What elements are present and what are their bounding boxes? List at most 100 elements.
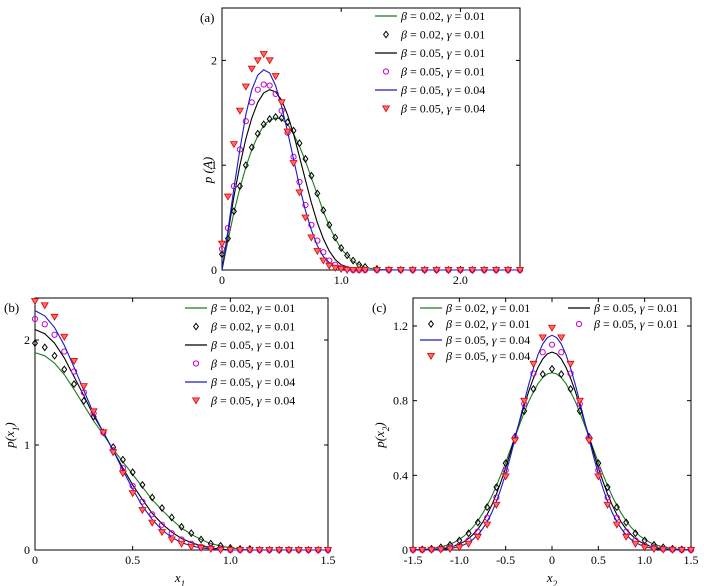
data-point-5	[455, 544, 464, 552]
series-line-0	[221, 117, 520, 271]
legend-label: β = 0.02, γ = 0.01	[400, 9, 485, 23]
x-tick-label: 1.5	[684, 553, 699, 567]
data-point-5	[492, 267, 501, 274]
data-point-1	[548, 364, 556, 373]
data-point-3	[308, 221, 315, 229]
data-point-5	[118, 470, 127, 478]
data-point-1	[61, 365, 68, 374]
data-point-3	[168, 530, 175, 537]
data-point-1	[604, 483, 611, 492]
data-point-5	[436, 546, 445, 554]
panel-b-xlabel: x1	[174, 570, 185, 586]
data-point-5	[229, 141, 239, 149]
x-tick-label: 0	[219, 273, 225, 287]
data-point-1	[41, 343, 48, 352]
data-point-5	[295, 189, 304, 197]
data-point-5	[216, 547, 225, 554]
data-point-1	[242, 161, 249, 170]
data-point-5	[343, 267, 352, 274]
series-line-4	[221, 69, 520, 271]
data-point-1	[260, 120, 267, 129]
data-point-3	[248, 99, 255, 106]
legend-label: β = 0.02, γ = 0.01	[445, 317, 530, 331]
x-tick-label: 1.0	[637, 553, 652, 567]
data-point-1	[296, 139, 303, 148]
data-point-1	[139, 480, 146, 489]
data-point-3	[31, 315, 39, 323]
data-point-1	[613, 503, 620, 512]
data-point-3	[266, 82, 273, 89]
panel-c-xlabel: x2	[546, 570, 558, 586]
data-point-5	[223, 193, 233, 201]
data-point-5	[277, 99, 286, 107]
legend-label: β = 0.05, γ = 0.01	[400, 46, 485, 60]
data-point-5	[612, 521, 621, 529]
data-point-3	[41, 321, 48, 328]
legend-label: β = 0.05, γ = 0.04	[210, 375, 295, 389]
data-point-5	[420, 267, 429, 274]
data-point-3	[613, 514, 620, 521]
panel-b-ticks: 0 0.5 1.0 1.5 0 1 2	[24, 298, 336, 567]
data-point-1	[623, 518, 630, 527]
data-point-1	[230, 207, 237, 216]
data-point-5	[304, 547, 313, 554]
data-point-5	[307, 234, 316, 242]
data-point-1	[338, 243, 345, 253]
data-point-1	[149, 493, 156, 502]
legend-label: β = 0.05, γ = 0.01	[593, 301, 678, 315]
data-point-3	[539, 349, 546, 356]
data-point-5	[69, 358, 79, 365]
data-point-5	[456, 267, 465, 274]
data-point-3	[260, 81, 267, 88]
panel-b-letter: (b)	[4, 300, 19, 315]
data-point-1	[344, 251, 351, 260]
data-point-3	[548, 341, 556, 348]
data-point-1	[248, 143, 255, 152]
panel-b-series	[30, 298, 333, 555]
data-point-1	[278, 114, 285, 123]
legend-label: β = 0.05, γ = 0.01	[593, 317, 678, 331]
data-point-3	[254, 86, 261, 93]
data-point-1	[168, 513, 175, 522]
data-point-5	[167, 536, 176, 544]
data-point-5	[575, 397, 584, 405]
y-tick-label: 1	[211, 158, 217, 172]
data-point-1	[254, 129, 261, 138]
data-point-5	[259, 51, 268, 59]
data-point-5	[289, 160, 298, 168]
data-point-3	[158, 521, 166, 528]
panel-c-ticks: -1.5 -1.0 -0.5 0 0.5 1.0 1.5 0 0.4 0.8 1.2	[393, 298, 699, 567]
data-point-3	[530, 370, 537, 377]
data-point-5	[649, 545, 659, 553]
data-point-5	[427, 546, 436, 554]
x-tick-label: 1.0	[223, 553, 238, 567]
data-point-1	[158, 503, 165, 513]
data-point-5	[284, 547, 294, 554]
data-point-3	[302, 201, 309, 209]
data-point-5	[314, 547, 323, 554]
data-point-5	[79, 383, 88, 391]
legend-label: β = 0.02, γ = 0.01	[210, 320, 295, 334]
x-tick-label: 1.5	[321, 553, 336, 567]
data-point-5	[659, 546, 668, 554]
data-point-1	[236, 182, 243, 191]
legend-swatch	[192, 322, 200, 331]
data-point-1	[465, 529, 472, 538]
data-point-5	[510, 437, 520, 445]
legend-label: β = 0.05, γ = 0.04	[445, 333, 530, 347]
legend-label: β = 0.05, γ = 0.04	[400, 102, 485, 116]
panel-b-legend: β = 0.02, γ = 0.01 β = 0.02, γ = 0.01 β = …	[185, 301, 295, 408]
data-point-1	[350, 256, 357, 265]
legend-swatch	[382, 68, 390, 75]
data-point-5	[384, 267, 393, 274]
data-point-5	[594, 473, 603, 481]
data-point-1	[530, 384, 537, 394]
data-point-1	[474, 518, 481, 527]
data-point-5	[677, 546, 686, 554]
legend-swatch	[382, 30, 390, 39]
data-point-5	[187, 543, 196, 551]
x-tick-label: 2.0	[453, 273, 468, 287]
data-point-5	[157, 529, 167, 537]
data-point-1	[129, 468, 136, 477]
